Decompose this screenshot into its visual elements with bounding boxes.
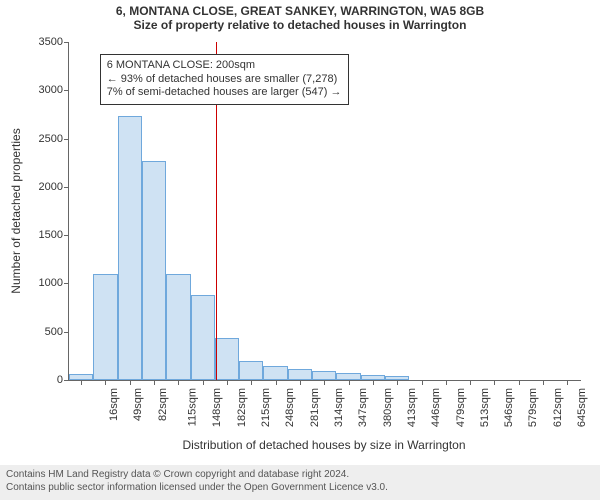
x-tick-label: 148sqm — [212, 388, 224, 427]
histogram-bar — [288, 369, 312, 380]
x-tick — [543, 380, 544, 385]
x-tick-label: 612sqm — [552, 388, 564, 427]
x-tick — [324, 380, 325, 385]
x-tick-label: 413sqm — [406, 388, 418, 427]
x-tick-label: 513sqm — [479, 388, 491, 427]
y-tick-label: 0 — [57, 374, 69, 386]
x-tick — [519, 380, 520, 385]
x-tick — [300, 380, 301, 385]
x-tick — [227, 380, 228, 385]
x-tick-label: 82sqm — [157, 388, 169, 421]
x-tick — [494, 380, 495, 385]
x-tick — [422, 380, 423, 385]
x-tick — [203, 380, 204, 385]
histogram-bar — [312, 371, 336, 380]
x-tick-label: 479sqm — [455, 388, 467, 427]
x-tick-label: 182sqm — [236, 388, 248, 427]
x-tick-label: 215sqm — [260, 388, 272, 427]
plot-area: 0500100015002000250030003500 16sqm49sqm8… — [68, 42, 581, 381]
chart-container: 6, MONTANA CLOSE, GREAT SANKEY, WARRINGT… — [0, 0, 600, 500]
attribution-line-1: Contains HM Land Registry data © Crown c… — [6, 469, 594, 482]
annotation-line-2: ← 93% of detached houses are smaller (7,… — [107, 73, 342, 87]
histogram-bar — [215, 338, 239, 380]
histogram-bar — [93, 274, 117, 380]
y-tick-label: 3500 — [39, 36, 69, 48]
x-tick — [446, 380, 447, 385]
x-tick — [130, 380, 131, 385]
x-tick — [154, 380, 155, 385]
attribution-line-2: Contains public sector information licen… — [6, 482, 594, 495]
chart-subtitle: Size of property relative to detached ho… — [0, 18, 600, 34]
histogram-bar — [239, 361, 263, 380]
histogram-bar — [336, 373, 360, 380]
y-tick-label: 1000 — [39, 277, 69, 289]
x-tick — [178, 380, 179, 385]
x-tick-label: 16sqm — [108, 388, 120, 421]
x-tick-label: 281sqm — [309, 388, 321, 427]
annotation-line-1: 6 MONTANA CLOSE: 200sqm — [107, 59, 342, 73]
x-tick — [251, 380, 252, 385]
attribution-footer: Contains HM Land Registry data © Crown c… — [0, 465, 600, 500]
x-tick — [81, 380, 82, 385]
annotation-line-3: 7% of semi-detached houses are larger (5… — [107, 86, 342, 100]
y-axis-label: Number of detached properties — [9, 128, 23, 293]
x-tick-label: 248sqm — [284, 388, 296, 427]
x-tick-label: 579sqm — [528, 388, 540, 427]
histogram-bar — [142, 161, 166, 380]
x-tick-label: 446sqm — [430, 388, 442, 427]
x-tick — [397, 380, 398, 385]
y-tick-label: 500 — [45, 326, 69, 338]
y-tick-label: 3000 — [39, 84, 69, 96]
x-tick-label: 645sqm — [576, 388, 588, 427]
x-tick-label: 49sqm — [132, 388, 144, 421]
x-tick-label: 347sqm — [357, 388, 369, 427]
x-tick-label: 314sqm — [333, 388, 345, 427]
chart-title-address: 6, MONTANA CLOSE, GREAT SANKEY, WARRINGT… — [0, 0, 600, 18]
x-tick — [105, 380, 106, 385]
x-tick — [373, 380, 374, 385]
histogram-bar — [118, 116, 142, 380]
x-tick-label: 380sqm — [382, 388, 394, 427]
x-tick — [349, 380, 350, 385]
x-axis-label: Distribution of detached houses by size … — [182, 438, 465, 452]
histogram-bar — [166, 274, 190, 380]
x-tick-label: 546sqm — [503, 388, 515, 427]
histogram-bar — [263, 366, 287, 380]
y-tick-label: 2000 — [39, 181, 69, 193]
x-tick — [470, 380, 471, 385]
y-tick-label: 1500 — [39, 229, 69, 241]
y-tick-label: 2500 — [39, 133, 69, 145]
histogram-bar — [191, 295, 215, 380]
annotation-box: 6 MONTANA CLOSE: 200sqm ← 93% of detache… — [100, 54, 349, 105]
x-tick — [276, 380, 277, 385]
x-tick — [567, 380, 568, 385]
x-tick-label: 115sqm — [186, 388, 198, 426]
